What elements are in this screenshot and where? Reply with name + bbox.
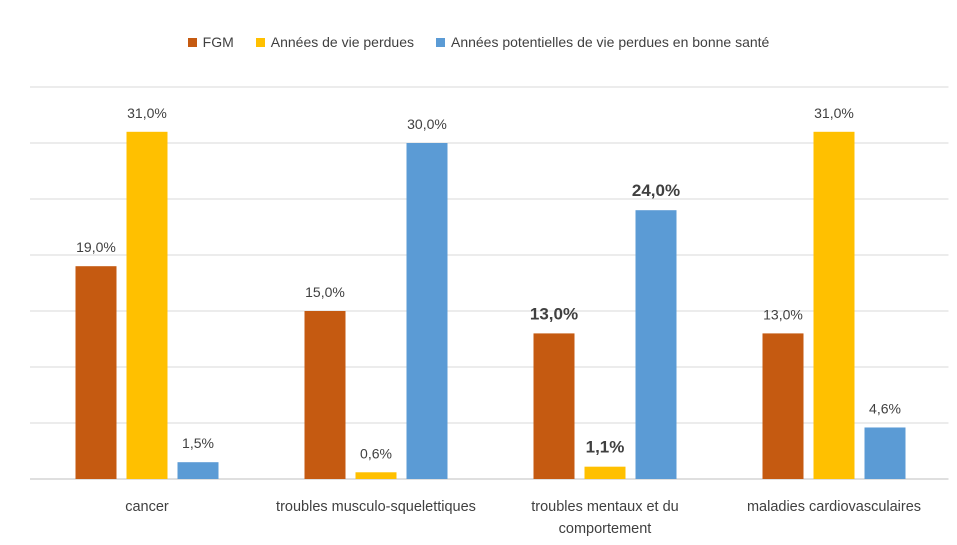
bar [762,333,804,479]
value-label: 30,0% [407,116,447,132]
bar [813,131,855,480]
value-label: 1,5% [182,435,214,451]
bar [533,333,575,479]
bar [355,472,397,479]
bar [177,462,219,479]
value-label: 0,6% [360,445,392,461]
bar [406,143,448,479]
x-tick-label: maladies cardiovasculaires [746,499,922,515]
x-tick-label: cancer [125,499,169,515]
value-label: 19,0% [76,239,116,255]
legend-swatch [255,37,265,47]
bar [75,266,117,479]
value-label: 15,0% [305,284,345,300]
value-label: 13,0% [530,304,578,323]
bar [304,311,346,479]
legend-item: FGM [187,34,234,50]
bar [584,466,626,479]
value-label: 13,0% [763,306,803,322]
legend-label: Années potentielles de vie perdues en bo… [450,34,770,50]
value-label: 4,6% [869,400,901,416]
value-label: 24,0% [632,181,680,200]
legend-swatch [435,37,445,47]
legend-label: FGM [202,34,234,50]
x-tick-label: troubles musculo-squelettiques [276,499,476,515]
legend: FGM Années de vie perdues Années potentiel… [0,34,957,50]
legend-item: Années potentielles de vie perdues en bo… [435,34,770,50]
x-tick-label: troubles mentaux et du comportement [531,499,679,537]
bar [126,131,168,480]
legend-swatch [187,37,197,47]
value-label: 31,0% [127,105,167,121]
bar [635,210,677,479]
bar [864,427,906,479]
value-label: 31,0% [814,105,854,121]
value-label: 1,1% [586,438,625,457]
legend-item: Années de vie perdues [255,34,414,50]
legend-label: Années de vie perdues [270,34,414,50]
